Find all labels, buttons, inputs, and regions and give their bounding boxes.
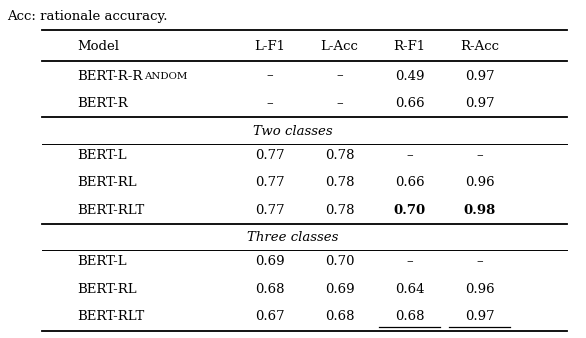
Text: 0.77: 0.77 — [255, 176, 284, 189]
Text: 0.49: 0.49 — [395, 70, 424, 82]
Text: R-F1: R-F1 — [394, 40, 425, 53]
Text: BERT-R-R: BERT-R-R — [77, 70, 142, 82]
Text: BERT-RLT: BERT-RLT — [77, 310, 145, 323]
Text: 0.78: 0.78 — [325, 176, 355, 189]
Text: BERT-RLT: BERT-RLT — [77, 204, 145, 217]
Text: 0.96: 0.96 — [465, 176, 495, 189]
Text: ANDOM: ANDOM — [144, 72, 188, 80]
Text: Three classes: Three classes — [247, 231, 339, 244]
Text: –: – — [267, 70, 273, 82]
Text: 0.97: 0.97 — [465, 97, 495, 110]
Text: BERT-RL: BERT-RL — [77, 283, 137, 296]
Text: 0.77: 0.77 — [255, 149, 284, 162]
Text: 0.68: 0.68 — [395, 310, 424, 323]
Text: L-F1: L-F1 — [254, 40, 285, 53]
Text: –: – — [336, 70, 343, 82]
Text: –: – — [476, 256, 483, 268]
Text: 0.77: 0.77 — [255, 204, 284, 217]
Text: 0.68: 0.68 — [325, 310, 355, 323]
Text: 0.97: 0.97 — [465, 70, 495, 82]
Text: 0.70: 0.70 — [325, 256, 355, 268]
Text: 0.78: 0.78 — [325, 149, 355, 162]
Text: 0.98: 0.98 — [464, 204, 496, 217]
Text: 0.69: 0.69 — [325, 283, 355, 296]
Text: –: – — [406, 256, 413, 268]
Text: L-Acc: L-Acc — [321, 40, 359, 53]
Text: Two classes: Two classes — [253, 124, 333, 138]
Text: 0.96: 0.96 — [465, 283, 495, 296]
Text: BERT-L: BERT-L — [77, 149, 127, 162]
Text: BERT-R: BERT-R — [77, 97, 128, 110]
Text: 0.69: 0.69 — [255, 256, 284, 268]
Text: –: – — [267, 97, 273, 110]
Text: BERT-L: BERT-L — [77, 256, 127, 268]
Text: Model: Model — [77, 40, 119, 53]
Text: –: – — [406, 149, 413, 162]
Text: 0.67: 0.67 — [255, 310, 284, 323]
Text: –: – — [336, 97, 343, 110]
Text: 0.78: 0.78 — [325, 204, 355, 217]
Text: BERT-RL: BERT-RL — [77, 176, 137, 189]
Text: R-Acc: R-Acc — [460, 40, 499, 53]
Text: 0.97: 0.97 — [465, 310, 495, 323]
Text: 0.68: 0.68 — [255, 283, 284, 296]
Text: 0.64: 0.64 — [395, 283, 424, 296]
Text: 0.70: 0.70 — [394, 204, 425, 217]
Text: Acc: rationale accuracy.: Acc: rationale accuracy. — [7, 10, 168, 23]
Text: –: – — [476, 149, 483, 162]
Text: 0.66: 0.66 — [395, 176, 424, 189]
Text: 0.66: 0.66 — [395, 97, 424, 110]
